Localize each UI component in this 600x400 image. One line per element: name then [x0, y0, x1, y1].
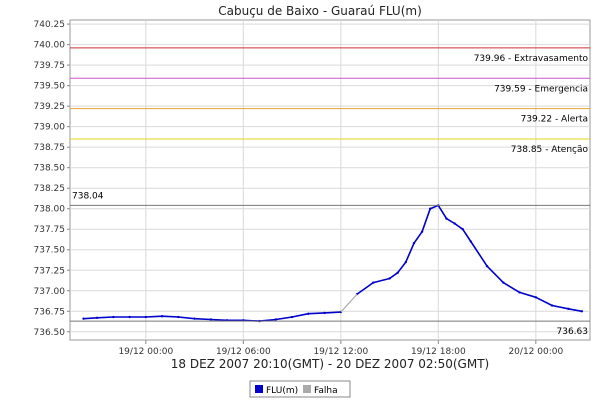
series-line-falha — [340, 293, 358, 313]
y-tick-label: 739.75 — [34, 61, 66, 71]
legend-label: FLU(m) — [266, 386, 298, 396]
data-point — [567, 307, 570, 311]
series-layer — [82, 204, 584, 323]
plot-area — [69, 19, 591, 341]
data-point — [469, 240, 473, 243]
y-tick-label: 738.25 — [34, 184, 66, 194]
data-point — [388, 277, 391, 280]
y-tick-label: 739.25 — [34, 102, 66, 112]
threshold-label: 739.22 - Alerta — [521, 115, 588, 125]
grid-layer — [70, 20, 590, 340]
y-tick-label: 738.00 — [34, 205, 66, 215]
y-tick-label: 737.00 — [34, 287, 66, 297]
y-tick-label: 740.00 — [34, 41, 66, 51]
y-tick-label: 739.00 — [34, 123, 66, 133]
x-tick-label: 19/12 12:00 — [313, 347, 368, 357]
annotation-label: 738.04 — [72, 191, 104, 201]
data-point — [534, 296, 538, 299]
threshold-layer: 739.96 - Extravasamento 739.59 - Emergenc… — [70, 47, 590, 155]
data-point — [274, 318, 278, 321]
threshold-label: 739.96 - Extravasamento — [474, 54, 589, 64]
data-point — [429, 207, 432, 210]
data-point — [502, 281, 505, 284]
threshold-label: 738.85 - Atenção — [511, 145, 589, 155]
x-axis: 19/12 00:00 19/12 06:00 19/12 12:00 19/12 1… — [118, 340, 563, 357]
y-tick-label: 737.50 — [34, 246, 66, 256]
data-point — [144, 315, 148, 319]
data-point — [396, 271, 399, 274]
legend-box — [249, 380, 351, 398]
y-tick-label: 740.25 — [34, 20, 66, 30]
annotation-label: 736.63 — [557, 327, 589, 337]
data-point — [209, 318, 213, 321]
y-tick-label: 737.25 — [34, 266, 66, 276]
data-point — [307, 312, 310, 315]
legend: FLU(m) Falha — [249, 380, 351, 398]
series-line-flu-m- — [356, 204, 583, 313]
data-point — [461, 228, 464, 231]
x-tick-label: 19/12 06:00 — [216, 347, 271, 357]
data-point — [95, 316, 99, 320]
data-point — [372, 281, 375, 284]
x-tick-label: 20/12 00:00 — [508, 347, 563, 357]
y-tick-label: 736.50 — [34, 328, 66, 338]
data-point — [290, 315, 294, 319]
x-tick-label: 19/12 00:00 — [118, 347, 173, 357]
y-tick-label: 737.75 — [34, 225, 66, 235]
data-point — [550, 304, 554, 307]
data-point — [128, 315, 131, 319]
x-tick-label: 19/12 18:00 — [411, 347, 466, 357]
data-point — [177, 315, 180, 319]
chart-title: Cabuçu de Baixo - Guaraú FLU(m) — [218, 4, 422, 18]
y-tick-label: 738.75 — [34, 143, 66, 153]
data-point — [112, 315, 115, 319]
annotation-layer: 738.04 736.63 — [70, 191, 590, 337]
y-tick-label: 739.50 — [34, 82, 66, 92]
x-axis-label: 18 DEZ 2007 20:10(GMT) - 20 DEZ 2007 02:… — [171, 357, 489, 371]
data-point — [193, 317, 196, 320]
data-point — [404, 260, 408, 264]
data-point — [453, 222, 456, 225]
y-tick-label: 738.50 — [34, 164, 66, 174]
y-axis: 736.50 736.75 737.00 737.25 737.50 737.75 738.… — [34, 20, 70, 338]
threshold-label: 739.59 - Emergencia — [494, 84, 588, 94]
legend-label: Falha — [314, 386, 338, 396]
data-point — [82, 317, 85, 320]
legend-swatch — [255, 385, 263, 393]
data-point — [485, 264, 489, 268]
data-point — [518, 291, 521, 294]
y-tick-label: 736.75 — [34, 307, 66, 317]
data-point — [445, 217, 448, 220]
data-point — [412, 241, 416, 245]
data-point — [580, 310, 584, 313]
data-point — [420, 230, 424, 233]
data-point — [323, 311, 326, 315]
data-point — [160, 315, 164, 318]
legend-swatch — [303, 385, 311, 393]
